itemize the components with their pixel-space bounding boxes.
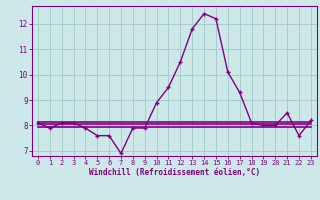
X-axis label: Windchill (Refroidissement éolien,°C): Windchill (Refroidissement éolien,°C) bbox=[89, 168, 260, 177]
